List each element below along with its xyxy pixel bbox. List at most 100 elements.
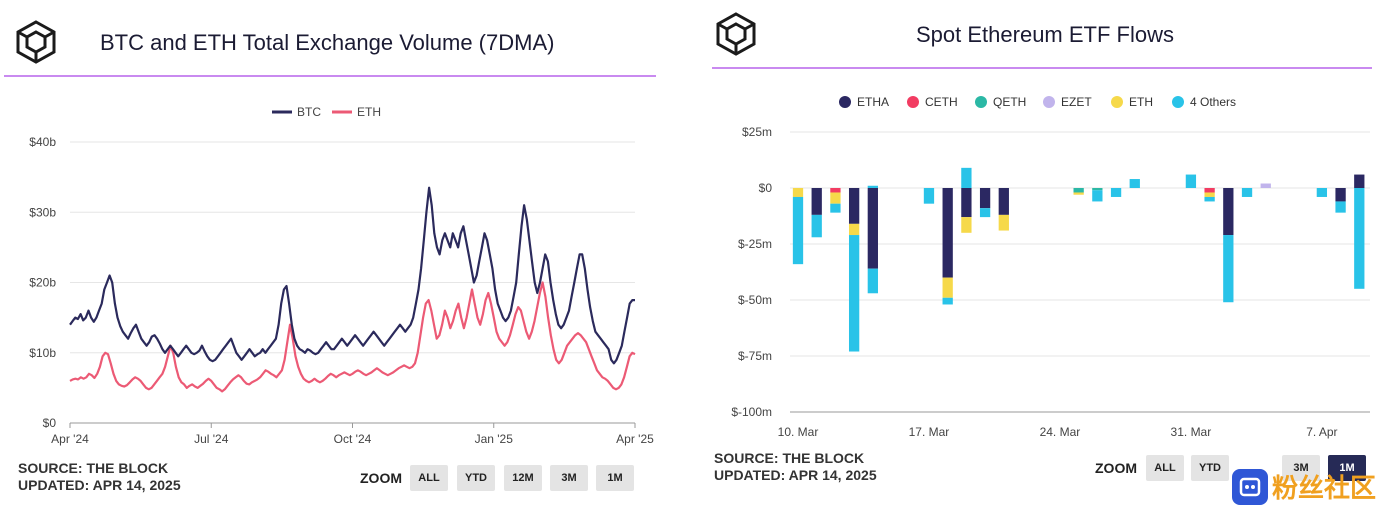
bar-segment xyxy=(923,188,935,204)
bar-segment xyxy=(1241,188,1253,197)
bar-segment xyxy=(1354,174,1365,188)
bar-segment xyxy=(830,192,841,204)
zoom-label: ZOOM xyxy=(360,470,402,486)
the-block-logo-icon xyxy=(716,12,756,56)
zoom-3m-button[interactable]: 3M xyxy=(1282,455,1320,481)
series-line-eth xyxy=(69,281,636,393)
x-tick-label: Jul '24 xyxy=(194,432,229,446)
y-tick-label: $0 xyxy=(43,416,57,430)
chart-title: Spot Ethereum ETF Flows xyxy=(916,22,1174,47)
legend-swatch-ezet xyxy=(1043,96,1055,108)
chart-title: BTC and ETH Total Exchange Volume (7DMA) xyxy=(100,30,555,55)
etf-flows-bar-chart: $25m $0 $-25m $-50m $-75m $-100m 10. Mar 17. Ma… xyxy=(731,95,1370,439)
bar-segment xyxy=(1335,201,1346,213)
volume-line-chart: $0 $10b $20b $30b $40b Apr '24 Jul '24 Oct '24 J… xyxy=(29,105,654,446)
bar-segment xyxy=(1223,188,1234,236)
legend-label-btc: BTC xyxy=(297,105,321,119)
bar-segment xyxy=(830,188,841,193)
bar-segment xyxy=(1204,192,1215,197)
zoom-ytd-button[interactable]: YTD xyxy=(1191,455,1229,481)
legend-label-eth: ETH xyxy=(1129,95,1153,109)
bar-segment xyxy=(998,188,1009,215)
legend-label-ezet: EZET xyxy=(1061,95,1092,109)
watermark: 粉丝社区 xyxy=(1231,468,1376,505)
bar-segment xyxy=(867,188,878,269)
bar-segment xyxy=(998,214,1009,231)
y-tick-label: $-100m xyxy=(731,405,772,419)
y-tick-label: $20b xyxy=(29,276,56,290)
bar-segment xyxy=(1092,190,1103,202)
zoom-ytd-button[interactable]: YTD xyxy=(457,465,495,491)
bar-segment xyxy=(848,235,860,352)
legend-label-qeth: QETH xyxy=(993,95,1026,109)
title-divider xyxy=(712,67,1372,69)
legend-label-eth: ETH xyxy=(357,105,381,119)
y-tick-label: $0 xyxy=(759,181,773,195)
bar-segment xyxy=(811,188,822,215)
watermark-logo-icon xyxy=(1231,468,1268,505)
bar-segment xyxy=(961,217,972,233)
legend-label-4-others: 4 Others xyxy=(1190,95,1236,109)
zoom-all-button[interactable]: ALL xyxy=(410,465,448,491)
series-line-btc xyxy=(69,186,635,365)
x-tick-label: 24. Mar xyxy=(1040,425,1081,439)
bar-segment xyxy=(1092,188,1103,191)
bar-segment xyxy=(961,167,972,188)
zoom-12m-button[interactable]: 12M xyxy=(504,465,542,491)
bar-segment xyxy=(848,223,860,236)
bar-segment xyxy=(942,297,953,305)
y-tick-label: $-50m xyxy=(738,293,772,307)
bar-segment xyxy=(1129,179,1140,188)
legend-label-ceth: CETH xyxy=(925,95,958,109)
legend-swatch-qeth xyxy=(975,96,987,108)
bar-segment xyxy=(942,277,953,298)
legend-swatch-eth xyxy=(1111,96,1123,108)
eth-etf-flows-panel: Spot Ethereum ETF Flows $25m $0 $-25m $-50m… xyxy=(700,0,1382,509)
bar-segment xyxy=(1185,174,1197,188)
legend-swatch-ceth xyxy=(907,96,919,108)
x-tick-label: Oct '24 xyxy=(334,432,372,446)
x-tick-label: Apr '24 xyxy=(51,432,89,446)
chart-footer: SOURCE: THE BLOCK UPDATED: APR 14, 2025 xyxy=(18,460,181,494)
legend-swatch-etha xyxy=(839,96,851,108)
bar-segment xyxy=(979,208,991,218)
watermark-text: 粉丝社区 xyxy=(1271,473,1376,503)
btc-eth-volume-panel: BTC and ETH Total Exchange Volume (7DMA)… xyxy=(0,0,662,509)
the-block-logo-icon xyxy=(16,20,56,64)
bar-segment xyxy=(830,203,841,213)
y-tick-label: $40b xyxy=(29,135,56,149)
zoom-1m-button[interactable]: 1M xyxy=(596,465,634,491)
bar-segment xyxy=(1335,188,1346,202)
bar-segment xyxy=(1073,188,1084,193)
source-text: SOURCE: THE BLOCK xyxy=(714,450,865,466)
bar-segment xyxy=(1316,188,1328,197)
bar-segment xyxy=(961,188,972,218)
title-divider xyxy=(4,75,656,77)
bar-segment xyxy=(1354,188,1365,289)
y-tick-label: $25m xyxy=(742,125,772,139)
zoom-1m-button[interactable]: 1M xyxy=(1328,455,1366,481)
bar-segment xyxy=(867,268,878,294)
zoom-all-button[interactable]: ALL xyxy=(1146,455,1184,481)
bar-segment xyxy=(1073,192,1084,195)
updated-text: UPDATED: APR 14, 2025 xyxy=(714,467,877,483)
bar-segment xyxy=(1110,188,1122,197)
x-tick-label: Jan '25 xyxy=(475,432,514,446)
y-tick-label: $-75m xyxy=(738,349,772,363)
x-tick-label: Apr '25 xyxy=(616,432,654,446)
updated-text: UPDATED: APR 14, 2025 xyxy=(18,477,181,493)
bar-segment xyxy=(1204,196,1215,202)
x-tick-label: 10. Mar xyxy=(778,425,819,439)
bar-segment xyxy=(942,188,953,278)
legend-label-etha: ETHA xyxy=(857,95,889,109)
bar-segment xyxy=(1223,235,1234,303)
bar-segment xyxy=(867,185,878,188)
y-tick-label: $-25m xyxy=(738,237,772,251)
source-text: SOURCE: THE BLOCK xyxy=(18,460,169,476)
chart-footer: SOURCE: THE BLOCK UPDATED: APR 14, 2025 xyxy=(714,450,877,484)
bar-segment xyxy=(1260,183,1271,188)
zoom-3m-button[interactable]: 3M xyxy=(550,465,588,491)
bar-segment xyxy=(848,188,860,224)
bar-segment xyxy=(792,188,804,197)
x-tick-label: 17. Mar xyxy=(909,425,950,439)
